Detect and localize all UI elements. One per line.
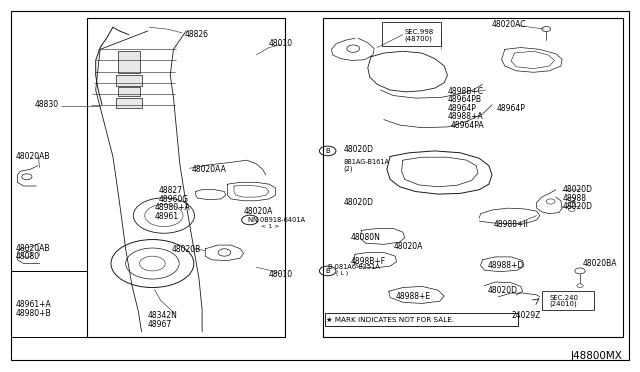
Text: 48964PB: 48964PB bbox=[447, 96, 481, 105]
Text: (48700): (48700) bbox=[404, 35, 433, 42]
Text: 24029Z: 24029Z bbox=[511, 311, 541, 320]
Text: 48964P: 48964P bbox=[447, 104, 476, 113]
Text: 8B1AG-B161A: 8B1AG-B161A bbox=[344, 158, 390, 165]
Text: 48080N: 48080N bbox=[351, 233, 380, 242]
Text: 48020A: 48020A bbox=[244, 207, 273, 217]
Text: N: N bbox=[247, 217, 253, 223]
Bar bbox=[323, 18, 623, 337]
Text: 48988+II: 48988+II bbox=[494, 220, 529, 229]
Text: 48080: 48080 bbox=[15, 252, 40, 262]
Text: 48020B: 48020B bbox=[172, 245, 201, 254]
Text: 48961: 48961 bbox=[154, 212, 179, 221]
Text: 48020AA: 48020AA bbox=[191, 165, 226, 174]
Text: < 1 >: < 1 > bbox=[261, 224, 280, 229]
Text: 48980+A: 48980+A bbox=[154, 203, 190, 212]
Bar bbox=[325, 313, 518, 326]
Text: 4898B+F: 4898B+F bbox=[351, 257, 386, 266]
Text: 48960G: 48960G bbox=[158, 195, 188, 204]
Text: 48988: 48988 bbox=[562, 194, 586, 203]
Text: 48988+E: 48988+E bbox=[395, 292, 430, 301]
Text: 4898B+C: 4898B+C bbox=[447, 87, 483, 96]
Text: ( L ): ( L ) bbox=[336, 272, 348, 276]
Bar bbox=[11, 271, 88, 337]
Text: 48830: 48830 bbox=[35, 100, 59, 109]
Text: 48826: 48826 bbox=[184, 30, 208, 39]
Text: 48010: 48010 bbox=[269, 270, 293, 279]
Text: 48020A: 48020A bbox=[394, 243, 422, 251]
Text: B 081A6-8251A: B 081A6-8251A bbox=[328, 264, 380, 270]
Text: 48020D: 48020D bbox=[488, 286, 518, 295]
Text: 48020AC: 48020AC bbox=[492, 20, 527, 29]
Bar bbox=[541, 291, 594, 310]
Text: B: B bbox=[325, 268, 330, 274]
Bar bbox=[88, 18, 285, 337]
Text: 48020D: 48020D bbox=[562, 185, 592, 194]
Text: 48980+B: 48980+B bbox=[15, 309, 51, 318]
Text: B: B bbox=[325, 148, 330, 154]
Bar bbox=[118, 87, 140, 96]
Bar bbox=[116, 98, 141, 108]
Text: 48020AB: 48020AB bbox=[15, 244, 50, 253]
Text: 48988+A: 48988+A bbox=[447, 112, 483, 121]
Text: 48961+A: 48961+A bbox=[15, 300, 51, 310]
Text: 48010: 48010 bbox=[269, 39, 293, 48]
Bar bbox=[383, 22, 441, 46]
Text: SEC.240: SEC.240 bbox=[549, 295, 579, 301]
Text: J48800MX: J48800MX bbox=[571, 351, 623, 361]
Text: 48967: 48967 bbox=[148, 320, 172, 329]
Text: 48020D: 48020D bbox=[344, 145, 374, 154]
Text: 48020D: 48020D bbox=[562, 202, 592, 211]
Text: 48988+D: 48988+D bbox=[488, 260, 524, 269]
Text: 48827: 48827 bbox=[158, 186, 182, 195]
Text: 48964P: 48964P bbox=[497, 104, 525, 113]
Text: 48020AB: 48020AB bbox=[15, 152, 50, 161]
Text: ★ MARK INDICATES NOT FOR SALE.: ★ MARK INDICATES NOT FOR SALE. bbox=[326, 317, 454, 323]
Bar bbox=[118, 51, 140, 73]
Bar bbox=[116, 75, 141, 86]
Text: 48020D: 48020D bbox=[344, 198, 374, 207]
Text: N 0B918-6401A: N 0B918-6401A bbox=[253, 217, 305, 223]
Text: (2): (2) bbox=[344, 166, 353, 172]
Text: 48342N: 48342N bbox=[148, 311, 178, 320]
Text: (24010): (24010) bbox=[549, 301, 577, 307]
Text: 48964PA: 48964PA bbox=[451, 121, 484, 130]
Text: SEC.998: SEC.998 bbox=[404, 29, 434, 35]
Text: 48020BA: 48020BA bbox=[582, 259, 617, 268]
